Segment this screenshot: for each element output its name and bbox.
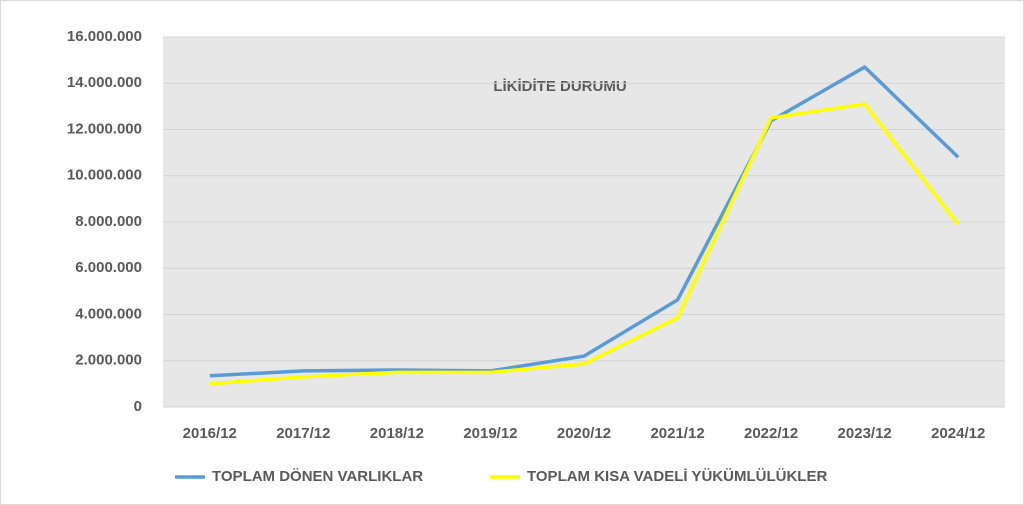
y-tick-label: 0 [134,398,142,415]
y-tick-label: 8.000.000 [75,213,142,230]
y-tick-label: 2.000.000 [75,352,142,369]
x-tick-label: 2021/12 [650,425,704,442]
y-tick-label: 6.000.000 [75,259,142,276]
x-tick-label: 2023/12 [838,425,892,442]
y-tick-label: 14.000.000 [67,74,142,91]
legend-label: TOPLAM KISA VADELİ YÜKÜMLÜLÜKLER [527,468,827,485]
chart-title: LİKİDİTE DURUMU [493,78,626,95]
y-tick-label: 10.000.000 [67,167,142,184]
x-tick-label: 2018/12 [370,425,424,442]
x-tick-label: 2022/12 [744,425,798,442]
x-tick-label: 2016/12 [183,425,237,442]
series-line [209,65,960,378]
x-tick-label: 2024/12 [931,425,985,442]
legend-label: TOPLAM DÖNEN VARLIKLAR [212,468,423,485]
y-tick-label: 16.000.000 [67,28,142,45]
x-tick-label: 2017/12 [276,425,330,442]
series-line [209,102,960,386]
y-tick-label: 4.000.000 [75,305,142,322]
x-tick-label: 2020/12 [557,425,611,442]
y-tick-label: 12.000.000 [67,120,142,137]
x-tick-label: 2019/12 [463,425,517,442]
